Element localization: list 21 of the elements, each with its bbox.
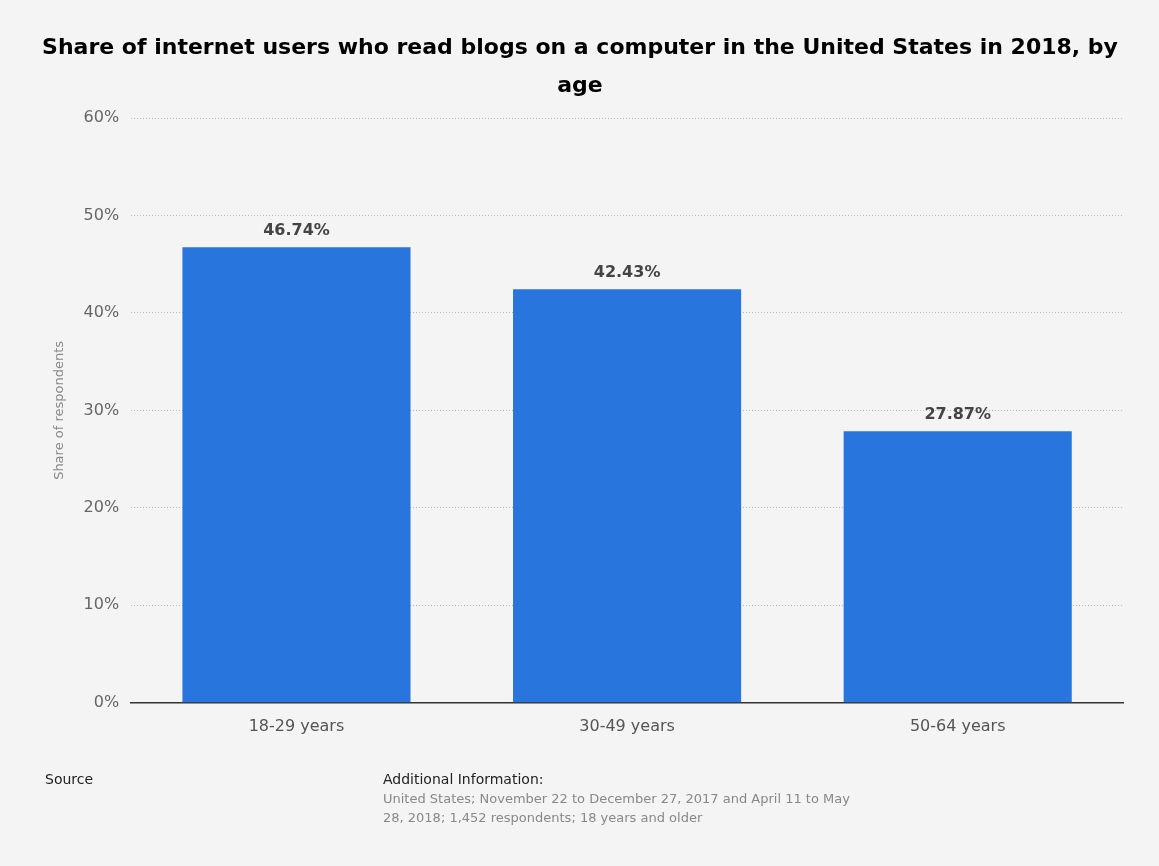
bar	[843, 431, 1072, 703]
data-label: 42.43%	[593, 262, 661, 282]
y-tick-label: 40%	[83, 302, 120, 322]
bar	[182, 247, 411, 703]
y-tick-label: 60%	[83, 107, 120, 127]
y-tick-label: 30%	[83, 399, 120, 419]
text: Source	[45, 770, 95, 789]
y-tick-label: 10%	[83, 594, 120, 614]
y-tick-label: 0%	[93, 691, 120, 711]
x-tick-label: 50-64 years	[909, 715, 1006, 735]
data-label: 27.87%	[924, 404, 992, 424]
x-tick-label: 18-29 years	[248, 715, 345, 735]
y-axis-title: Share of respondents	[51, 340, 67, 480]
chart-title: Share of internet users who read blogs on a computer in the United States in 2018, by age	[41, 33, 1119, 99]
y-tick-label: 50%	[83, 204, 120, 224]
bar	[513, 289, 742, 703]
text: United States; November 22 to December 27, 2017 and April 11 to May 28, 2018; 1,452 respondents; 18 years and older	[383, 790, 851, 827]
data-label: 46.74%	[263, 220, 330, 240]
x-tick-label: 30-49 years	[579, 715, 675, 735]
text: Additional Information:	[383, 770, 545, 789]
y-tick-label: 20%	[83, 497, 120, 517]
